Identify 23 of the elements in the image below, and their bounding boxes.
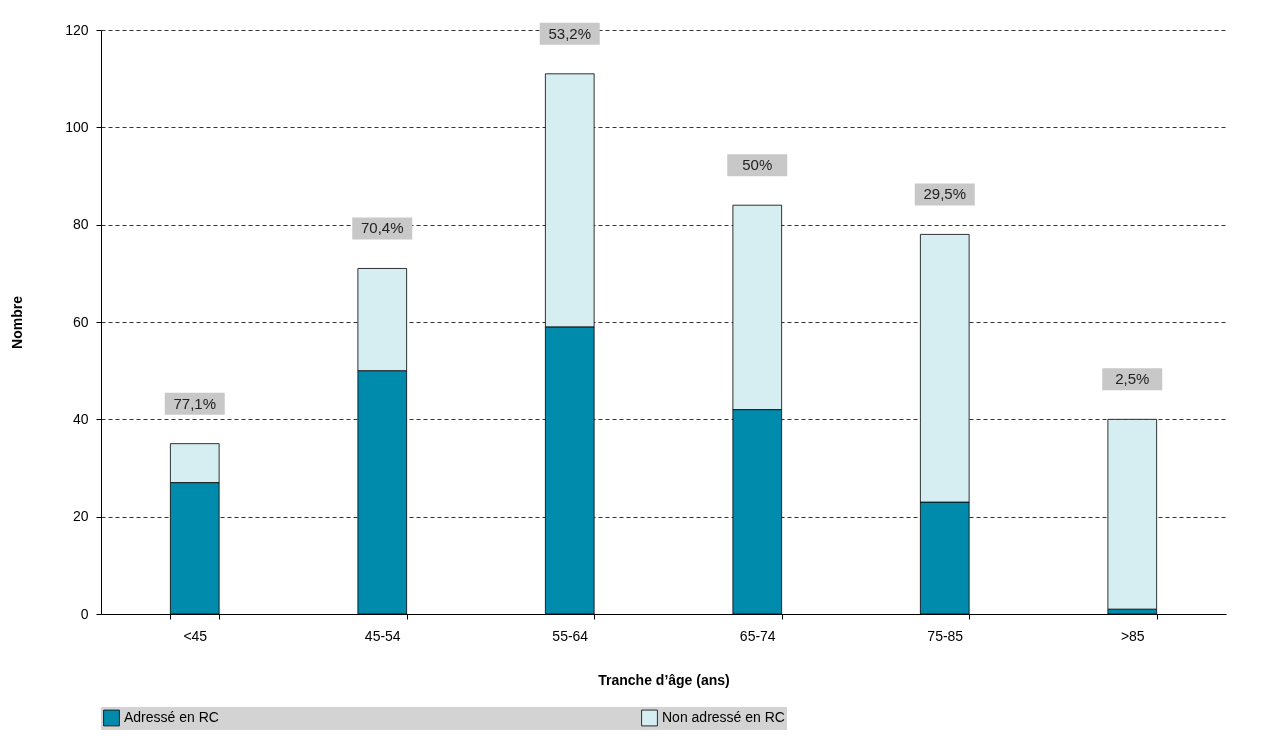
annotation: 77,1% <box>173 394 217 412</box>
annotation: 29,5% <box>923 185 967 203</box>
y-tick-label: 60 <box>72 313 89 330</box>
y-tick-label: 0 <box>80 605 89 622</box>
x-tick-label: <45 <box>183 627 208 644</box>
annotation: 53,2% <box>548 24 592 42</box>
x-tick-label: 65-74 <box>739 627 776 644</box>
annotation: 2,5% <box>1115 370 1150 388</box>
x-tick-label: 75-85 <box>927 627 964 644</box>
x-axis-title: Tranche d’âge (ans) <box>598 671 730 688</box>
legend-label: Adressé en RC <box>124 709 219 725</box>
annotation: 70,4% <box>360 219 404 237</box>
y-tick-label: 40 <box>72 410 89 427</box>
y-tick-label: 80 <box>72 216 89 233</box>
x-tick-label: 45-54 <box>364 627 401 644</box>
y-tick-label: 20 <box>72 508 89 525</box>
x-tick-label: >85 <box>1120 627 1145 644</box>
y-axis-title: Nombre <box>9 295 26 349</box>
y-tick-label: 100 <box>65 118 89 135</box>
legend-label: Non adressé en RC <box>662 709 785 725</box>
x-tick-label: 55-64 <box>552 627 589 644</box>
annotation: 50% <box>742 156 773 174</box>
y-tick-label: 120 <box>65 21 89 38</box>
